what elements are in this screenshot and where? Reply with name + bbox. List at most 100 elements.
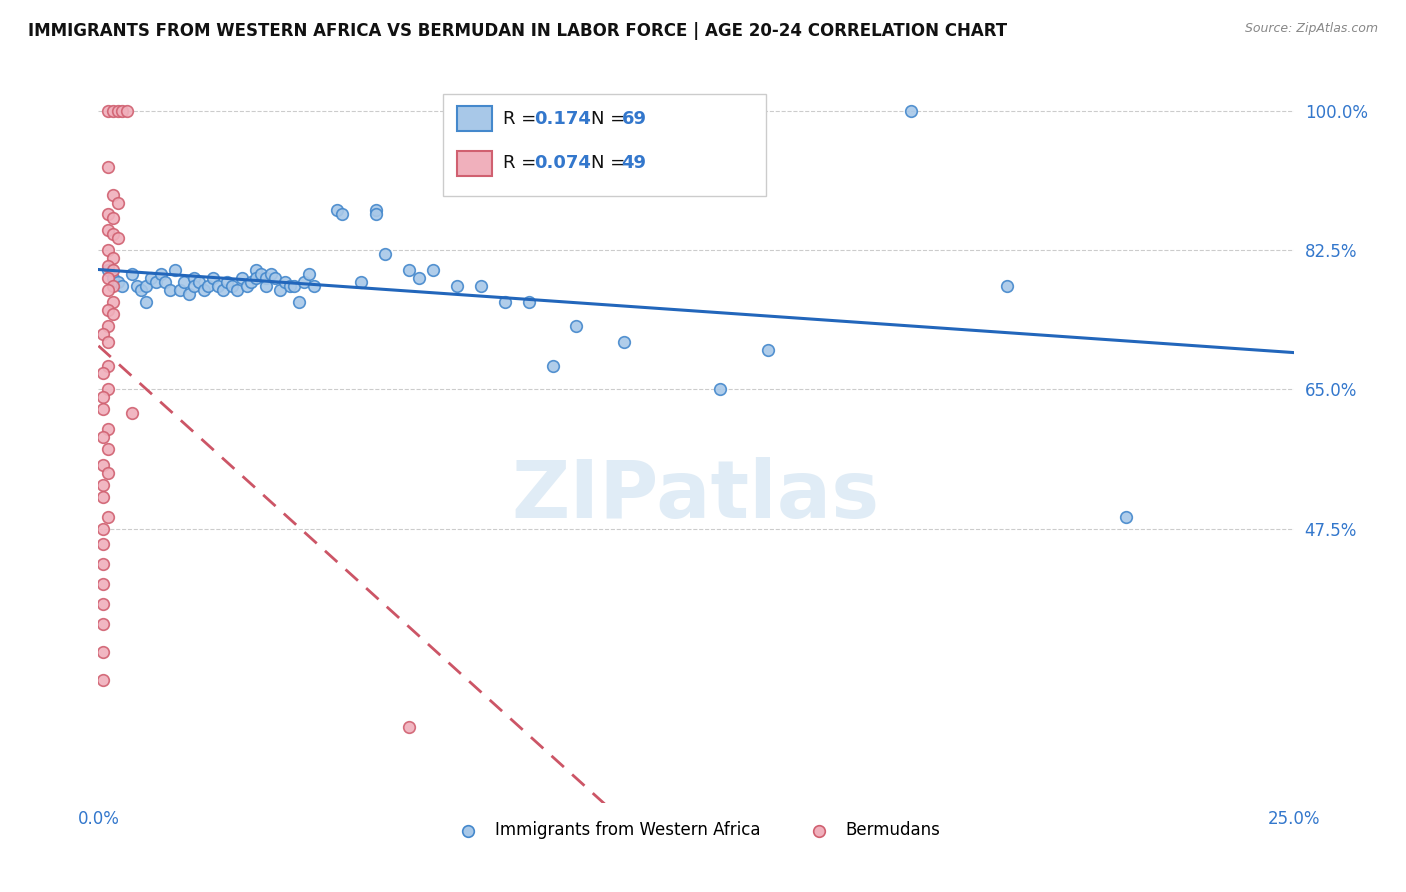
Point xyxy=(101,227,124,242)
Point xyxy=(97,509,120,524)
Point xyxy=(91,616,114,631)
Point xyxy=(91,577,114,591)
Text: 0.074: 0.074 xyxy=(534,154,591,172)
Point xyxy=(183,279,205,293)
Point xyxy=(91,645,114,659)
Point xyxy=(91,390,114,404)
Point xyxy=(91,537,114,551)
Point xyxy=(494,294,516,309)
Point xyxy=(264,271,287,285)
Point xyxy=(145,275,167,289)
Point xyxy=(231,271,253,285)
Point xyxy=(91,326,114,341)
Point xyxy=(326,203,349,218)
Point xyxy=(235,279,257,293)
Point xyxy=(187,275,209,289)
Point xyxy=(245,263,267,277)
Point xyxy=(91,367,114,381)
Text: N =: N = xyxy=(591,110,630,128)
Point xyxy=(101,279,124,293)
Point xyxy=(91,597,114,611)
Point xyxy=(364,207,387,221)
Point xyxy=(111,104,134,119)
Text: Source: ZipAtlas.com: Source: ZipAtlas.com xyxy=(1244,22,1378,36)
Point xyxy=(97,442,120,456)
Point xyxy=(283,279,305,293)
Point xyxy=(159,283,181,297)
Text: 0.174: 0.174 xyxy=(534,110,591,128)
Point xyxy=(125,279,148,293)
Point xyxy=(565,318,588,333)
Point xyxy=(149,267,172,281)
Text: R =: R = xyxy=(503,154,543,172)
Point xyxy=(107,275,129,289)
Point xyxy=(121,267,143,281)
Point xyxy=(97,302,120,317)
Point xyxy=(995,279,1018,293)
Point xyxy=(163,263,186,277)
Point xyxy=(446,279,468,293)
Point xyxy=(709,383,731,397)
Point xyxy=(101,307,124,321)
Point xyxy=(97,160,120,174)
Point xyxy=(422,263,444,277)
Point xyxy=(107,104,129,119)
Point xyxy=(193,283,215,297)
Point xyxy=(517,294,540,309)
Point xyxy=(101,211,124,226)
Point xyxy=(121,406,143,420)
Point xyxy=(470,279,492,293)
Point xyxy=(101,251,124,265)
Text: 69: 69 xyxy=(621,110,647,128)
Point xyxy=(97,263,120,277)
Text: IMMIGRANTS FROM WESTERN AFRICA VS BERMUDAN IN LABOR FORCE | AGE 20-24 CORRELATIO: IMMIGRANTS FROM WESTERN AFRICA VS BERMUD… xyxy=(28,22,1007,40)
Point xyxy=(398,720,420,734)
Point xyxy=(101,263,124,277)
Point xyxy=(91,458,114,472)
Point xyxy=(139,271,162,285)
Point xyxy=(278,279,301,293)
Point xyxy=(155,275,177,289)
Point xyxy=(97,383,120,397)
Point xyxy=(91,558,114,572)
Text: N =: N = xyxy=(591,154,630,172)
Point xyxy=(292,275,315,289)
Point xyxy=(183,271,205,285)
Text: ZIPatlas: ZIPatlas xyxy=(512,457,880,534)
Point xyxy=(541,359,564,373)
Point xyxy=(97,283,120,297)
Point xyxy=(101,271,124,285)
Point xyxy=(115,104,138,119)
Point xyxy=(97,104,120,119)
Point xyxy=(217,275,239,289)
Point xyxy=(135,279,157,293)
Point xyxy=(197,279,219,293)
Point xyxy=(101,294,124,309)
Point xyxy=(91,673,114,687)
Point xyxy=(374,247,396,261)
Point xyxy=(245,271,267,285)
Point xyxy=(179,287,201,301)
Point xyxy=(288,294,311,309)
Point xyxy=(364,203,387,218)
Point xyxy=(97,207,120,221)
Point xyxy=(259,267,281,281)
Point xyxy=(97,244,120,258)
Legend: Immigrants from Western Africa, Bermudans: Immigrants from Western Africa, Bermudan… xyxy=(444,814,948,846)
Text: R =: R = xyxy=(503,110,543,128)
Text: 49: 49 xyxy=(621,154,647,172)
Point xyxy=(91,430,114,444)
Point xyxy=(221,279,243,293)
Point xyxy=(97,359,120,373)
Point xyxy=(226,283,249,297)
Point xyxy=(91,402,114,417)
Point xyxy=(350,275,373,289)
Point xyxy=(298,267,321,281)
Point xyxy=(250,267,273,281)
Point xyxy=(131,283,153,297)
Point xyxy=(97,259,120,273)
Point xyxy=(756,343,779,357)
Point xyxy=(173,275,195,289)
Point xyxy=(211,283,233,297)
Point xyxy=(97,318,120,333)
